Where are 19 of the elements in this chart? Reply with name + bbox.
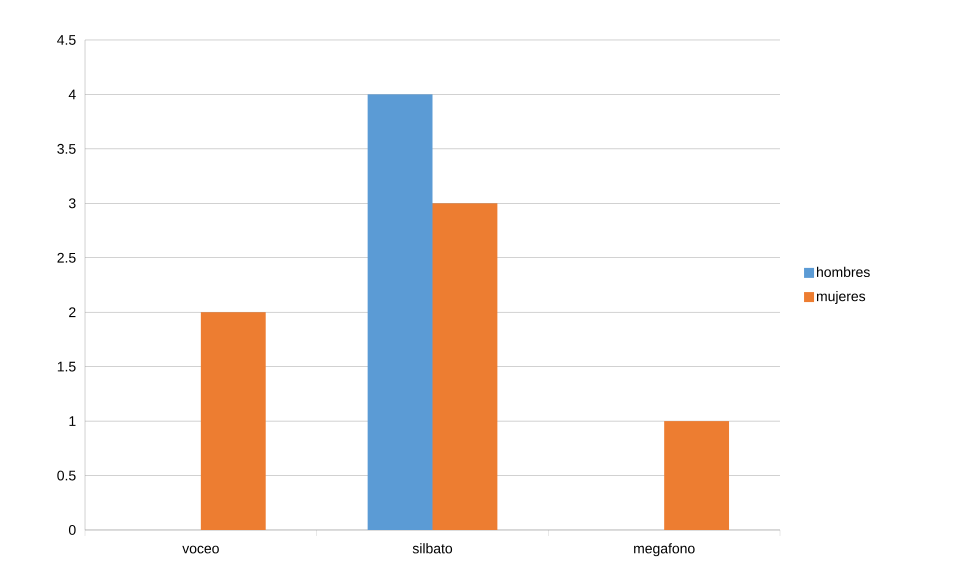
y-tick-label: 3.5: [57, 144, 76, 154]
y-tick-label: 1.5: [58, 362, 76, 372]
bar: [432, 203, 498, 530]
y-tick-label: 2.5: [57, 252, 76, 263]
x-tick-label: megafono: [634, 543, 695, 556]
bar: [368, 94, 433, 530]
x-tick-label: silbato: [412, 543, 452, 554]
y-tick-label: 0: [68, 525, 76, 535]
bar: [664, 421, 730, 530]
y-tick-label: 4: [68, 90, 76, 100]
x-tick-label: voceo: [182, 546, 219, 554]
y-tick-label: 4.5: [57, 35, 76, 45]
y-tick-label: 3: [68, 198, 76, 208]
legend-label: mujeres: [816, 290, 866, 304]
legend-label: hombres: [817, 266, 870, 278]
y-tick-label: 2: [69, 307, 76, 318]
y-tick-label: 0.5: [57, 470, 76, 480]
bar: [200, 312, 266, 530]
y-tick-label: 1: [69, 416, 76, 426]
